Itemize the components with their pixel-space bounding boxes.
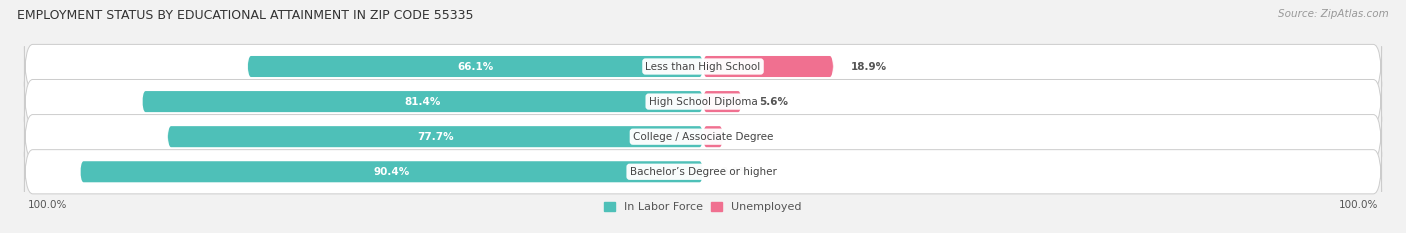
Legend: In Labor Force, Unemployed: In Labor Force, Unemployed: [605, 202, 801, 212]
FancyBboxPatch shape: [703, 126, 723, 147]
Text: Source: ZipAtlas.com: Source: ZipAtlas.com: [1278, 9, 1389, 19]
FancyBboxPatch shape: [167, 126, 703, 147]
Text: 66.1%: 66.1%: [457, 62, 494, 72]
Text: 0.0%: 0.0%: [720, 167, 749, 177]
Text: 81.4%: 81.4%: [405, 97, 441, 106]
Text: 77.7%: 77.7%: [418, 132, 454, 142]
FancyBboxPatch shape: [142, 91, 703, 112]
FancyBboxPatch shape: [703, 56, 834, 77]
FancyBboxPatch shape: [24, 45, 1382, 89]
Text: High School Diploma: High School Diploma: [648, 97, 758, 106]
FancyBboxPatch shape: [247, 56, 703, 77]
Text: 18.9%: 18.9%: [851, 62, 887, 72]
FancyBboxPatch shape: [703, 91, 741, 112]
Text: 100.0%: 100.0%: [28, 200, 67, 210]
Text: 2.9%: 2.9%: [740, 132, 769, 142]
FancyBboxPatch shape: [24, 79, 1382, 124]
Text: College / Associate Degree: College / Associate Degree: [633, 132, 773, 142]
Text: 100.0%: 100.0%: [1339, 200, 1378, 210]
Text: Less than High School: Less than High School: [645, 62, 761, 72]
FancyBboxPatch shape: [24, 115, 1382, 159]
Text: EMPLOYMENT STATUS BY EDUCATIONAL ATTAINMENT IN ZIP CODE 55335: EMPLOYMENT STATUS BY EDUCATIONAL ATTAINM…: [17, 9, 474, 22]
Text: Bachelor’s Degree or higher: Bachelor’s Degree or higher: [630, 167, 776, 177]
Text: 5.6%: 5.6%: [759, 97, 787, 106]
FancyBboxPatch shape: [80, 161, 703, 182]
Text: 90.4%: 90.4%: [374, 167, 409, 177]
FancyBboxPatch shape: [24, 150, 1382, 194]
